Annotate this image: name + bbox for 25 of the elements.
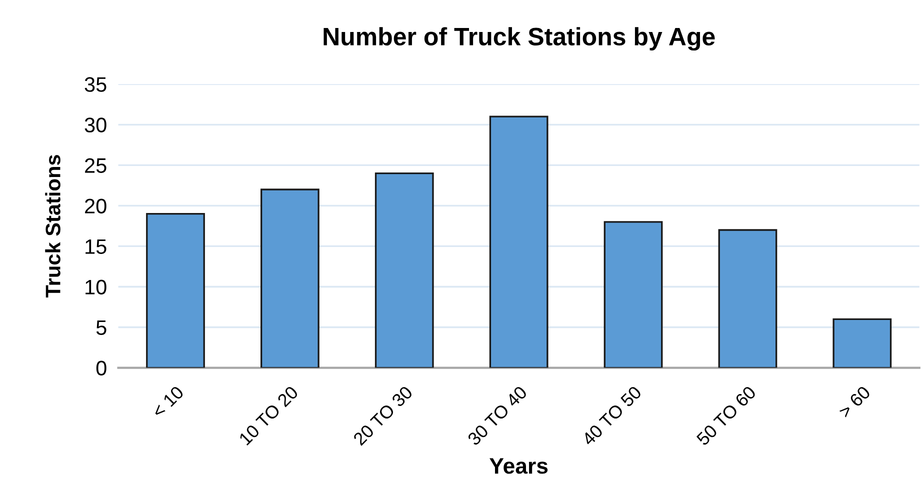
bar [489, 116, 548, 368]
y-axis-title: Truck Stations [45, 155, 60, 298]
x-tick-label: < 10 [151, 385, 184, 418]
x-tick-label: 20 TO 30 [352, 385, 414, 446]
bar [832, 318, 892, 368]
y-tick-label: 5 [96, 320, 106, 336]
y-tick-label: 35 [84, 77, 106, 92]
x-axis-title: Years [490, 458, 548, 474]
y-tick-label: 15 [86, 239, 106, 254]
x-tick-label: > 60 [838, 385, 872, 418]
bar [260, 188, 320, 368]
bar [604, 221, 663, 368]
bar [718, 229, 778, 368]
x-tick-label: 30 TO 40 [466, 385, 528, 446]
bar [146, 212, 205, 368]
y-tick-label: 10 [86, 280, 106, 294]
bar [374, 172, 434, 368]
x-tick-label: 10 TO 20 [238, 385, 299, 446]
y-tick-label: 25 [85, 158, 106, 173]
chart-title: Number of Truck Stations by Age [324, 27, 715, 51]
x-tick-label: 50 TO 60 [696, 385, 757, 446]
x-tick-label: 40 TO 50 [581, 385, 642, 446]
y-tick-label: 0 [96, 360, 106, 376]
y-tick-label: 20 [85, 198, 106, 214]
y-tick-label: 30 [84, 118, 106, 132]
